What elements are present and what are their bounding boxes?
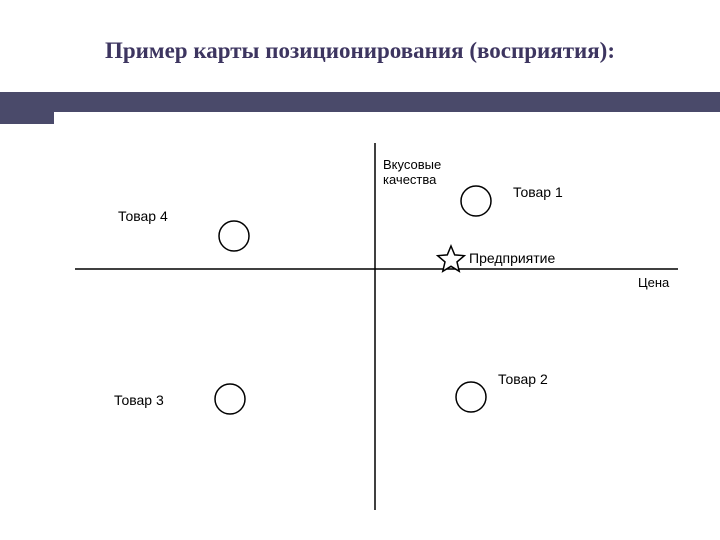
chart-label: Товар 4	[118, 208, 168, 224]
chart-label: Товар 1	[513, 184, 563, 200]
chart-label: Цена	[638, 275, 669, 290]
chart-label: Вкусовые качества	[383, 157, 441, 187]
chart-label: Предприятие	[469, 250, 555, 266]
positioning-map	[0, 0, 720, 540]
chart-label: Товар 2	[498, 371, 548, 387]
chart-label: Товар 3	[114, 392, 164, 408]
